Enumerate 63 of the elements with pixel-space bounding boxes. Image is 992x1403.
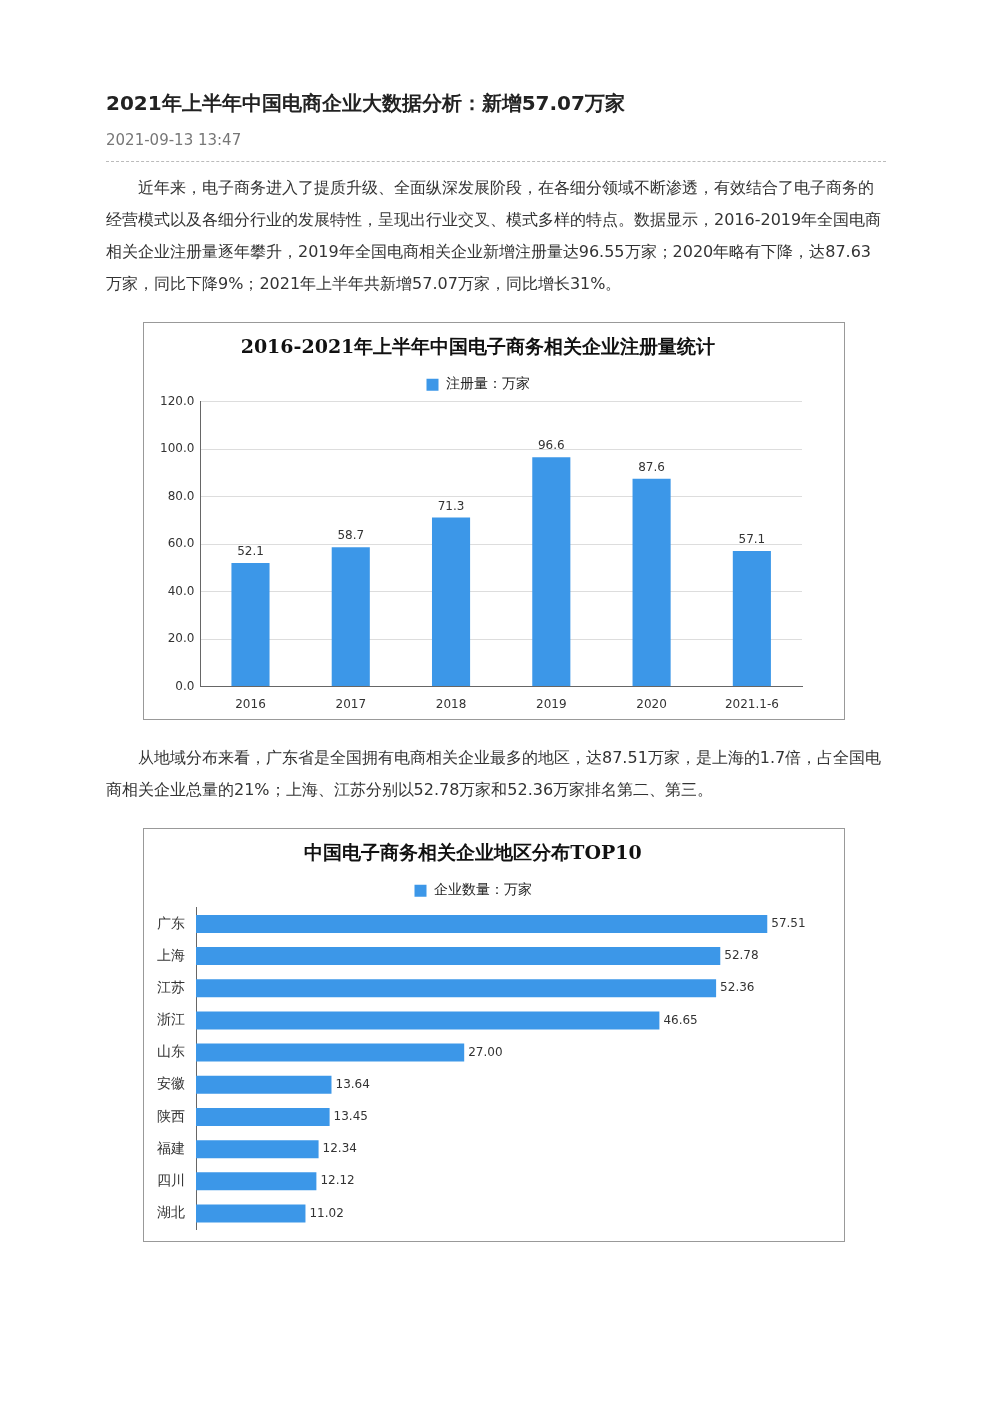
bar (331, 547, 370, 687)
text: 近年来，电子商务进入了提质升级、全面纵深发展阶段，在各细分领域不断渗透，有效结合了电子商务的经营模式以及各细分行业的发展特性，呈现出行业交叉、模式多样的特点。数据显示，2016-2019年全国电商相关企业注册量逐年攀升，2019年全国电商相关企业新增注册量达96.55万家；2020年略有下降，达87.63万家，同比下降9%；2021年上半年共新增57.07万家，同比增长31%。 (106, 177, 883, 295)
bar (431, 517, 471, 687)
data-label: 71.3 (437, 498, 465, 513)
data-label: 52.78 (724, 948, 759, 963)
bar (196, 979, 717, 998)
y-tick-label: 上海 (157, 946, 185, 963)
chart-title: 中国电子商务相关企业地区分布TOP10 (304, 841, 642, 864)
data-label: 58.7 (337, 528, 365, 543)
y-tick-label: 江苏 (157, 978, 185, 995)
y-tick-label: 120.0 (159, 393, 195, 408)
bar (196, 1075, 332, 1094)
y-tick-label: 福建 (157, 1139, 185, 1156)
bar (231, 562, 270, 687)
legend-label: 注册量：万家 (445, 375, 530, 392)
legend-label: 企业数量：万家 (433, 881, 532, 898)
data-label: 52.36 (720, 980, 755, 995)
bar (732, 551, 771, 687)
y-tick-label: 四川 (157, 1171, 185, 1188)
data-label: 11.02 (309, 1205, 344, 1220)
data-label: 12.34 (322, 1141, 357, 1156)
x-tick-label: 2020 (636, 696, 667, 711)
y-tick-label: 0.0 (175, 678, 195, 693)
x-tick-label: 2017 (335, 696, 367, 711)
data-label: 52.1 (237, 544, 264, 559)
y-tick-label: 陕西 (157, 1107, 185, 1124)
y-tick-label: 80.0 (167, 488, 195, 503)
text: 2021-09-13 13:47 (106, 131, 886, 162)
data-label: 87.6 (638, 459, 665, 474)
text: 2021年上半年中国电商企业大数据分析：新增57.07万家 (106, 90, 626, 117)
bar (196, 914, 768, 933)
data-label: 57.51 (771, 916, 806, 931)
x-tick-label: 2019 (536, 696, 567, 711)
x-tick-label: 2018 (435, 696, 467, 711)
y-tick-label: 40.0 (167, 583, 195, 598)
bar (196, 1011, 660, 1030)
y-tick-label: 100.0 (159, 441, 195, 456)
bar (632, 478, 671, 687)
data-label: 13.45 (333, 1109, 368, 1124)
data-label: 12.12 (320, 1173, 355, 1188)
y-tick-label: 安徽 (157, 1075, 185, 1092)
data-label: 57.1 (738, 532, 766, 547)
y-tick-label: 60.0 (167, 536, 195, 551)
bar (196, 1172, 317, 1191)
y-tick-label: 广东 (157, 914, 185, 931)
data-label: 13.64 (335, 1076, 370, 1091)
text: 从地域分布来看，广东省是全国拥有电商相关企业最多的地区，达87.51万家，是上海的1.7倍，占全国电商相关企业总量的21%；上海、江苏分别以52.78万家和52.36万家排名第二、第三。 (106, 747, 883, 801)
x-tick-label: 2016 (235, 696, 266, 711)
bar (196, 947, 721, 966)
bar (196, 1140, 319, 1159)
bar (196, 1107, 330, 1126)
x-tick-label: 2021.1-6 (724, 696, 779, 711)
bar (196, 1204, 306, 1223)
y-tick-label: 浙江 (157, 1011, 185, 1028)
y-tick-label: 山东 (157, 1043, 185, 1060)
bar (532, 457, 571, 687)
y-tick-label: 湖北 (157, 1204, 185, 1221)
y-tick-label: 20.0 (167, 631, 195, 646)
chart-title: 2016-2021年上半年中国电子商务相关企业注册量统计 (240, 335, 716, 358)
data-label: 46.65 (663, 1012, 698, 1027)
data-label: 27.00 (468, 1044, 503, 1059)
data-label: 96.6 (537, 438, 565, 453)
bar (196, 1043, 465, 1062)
